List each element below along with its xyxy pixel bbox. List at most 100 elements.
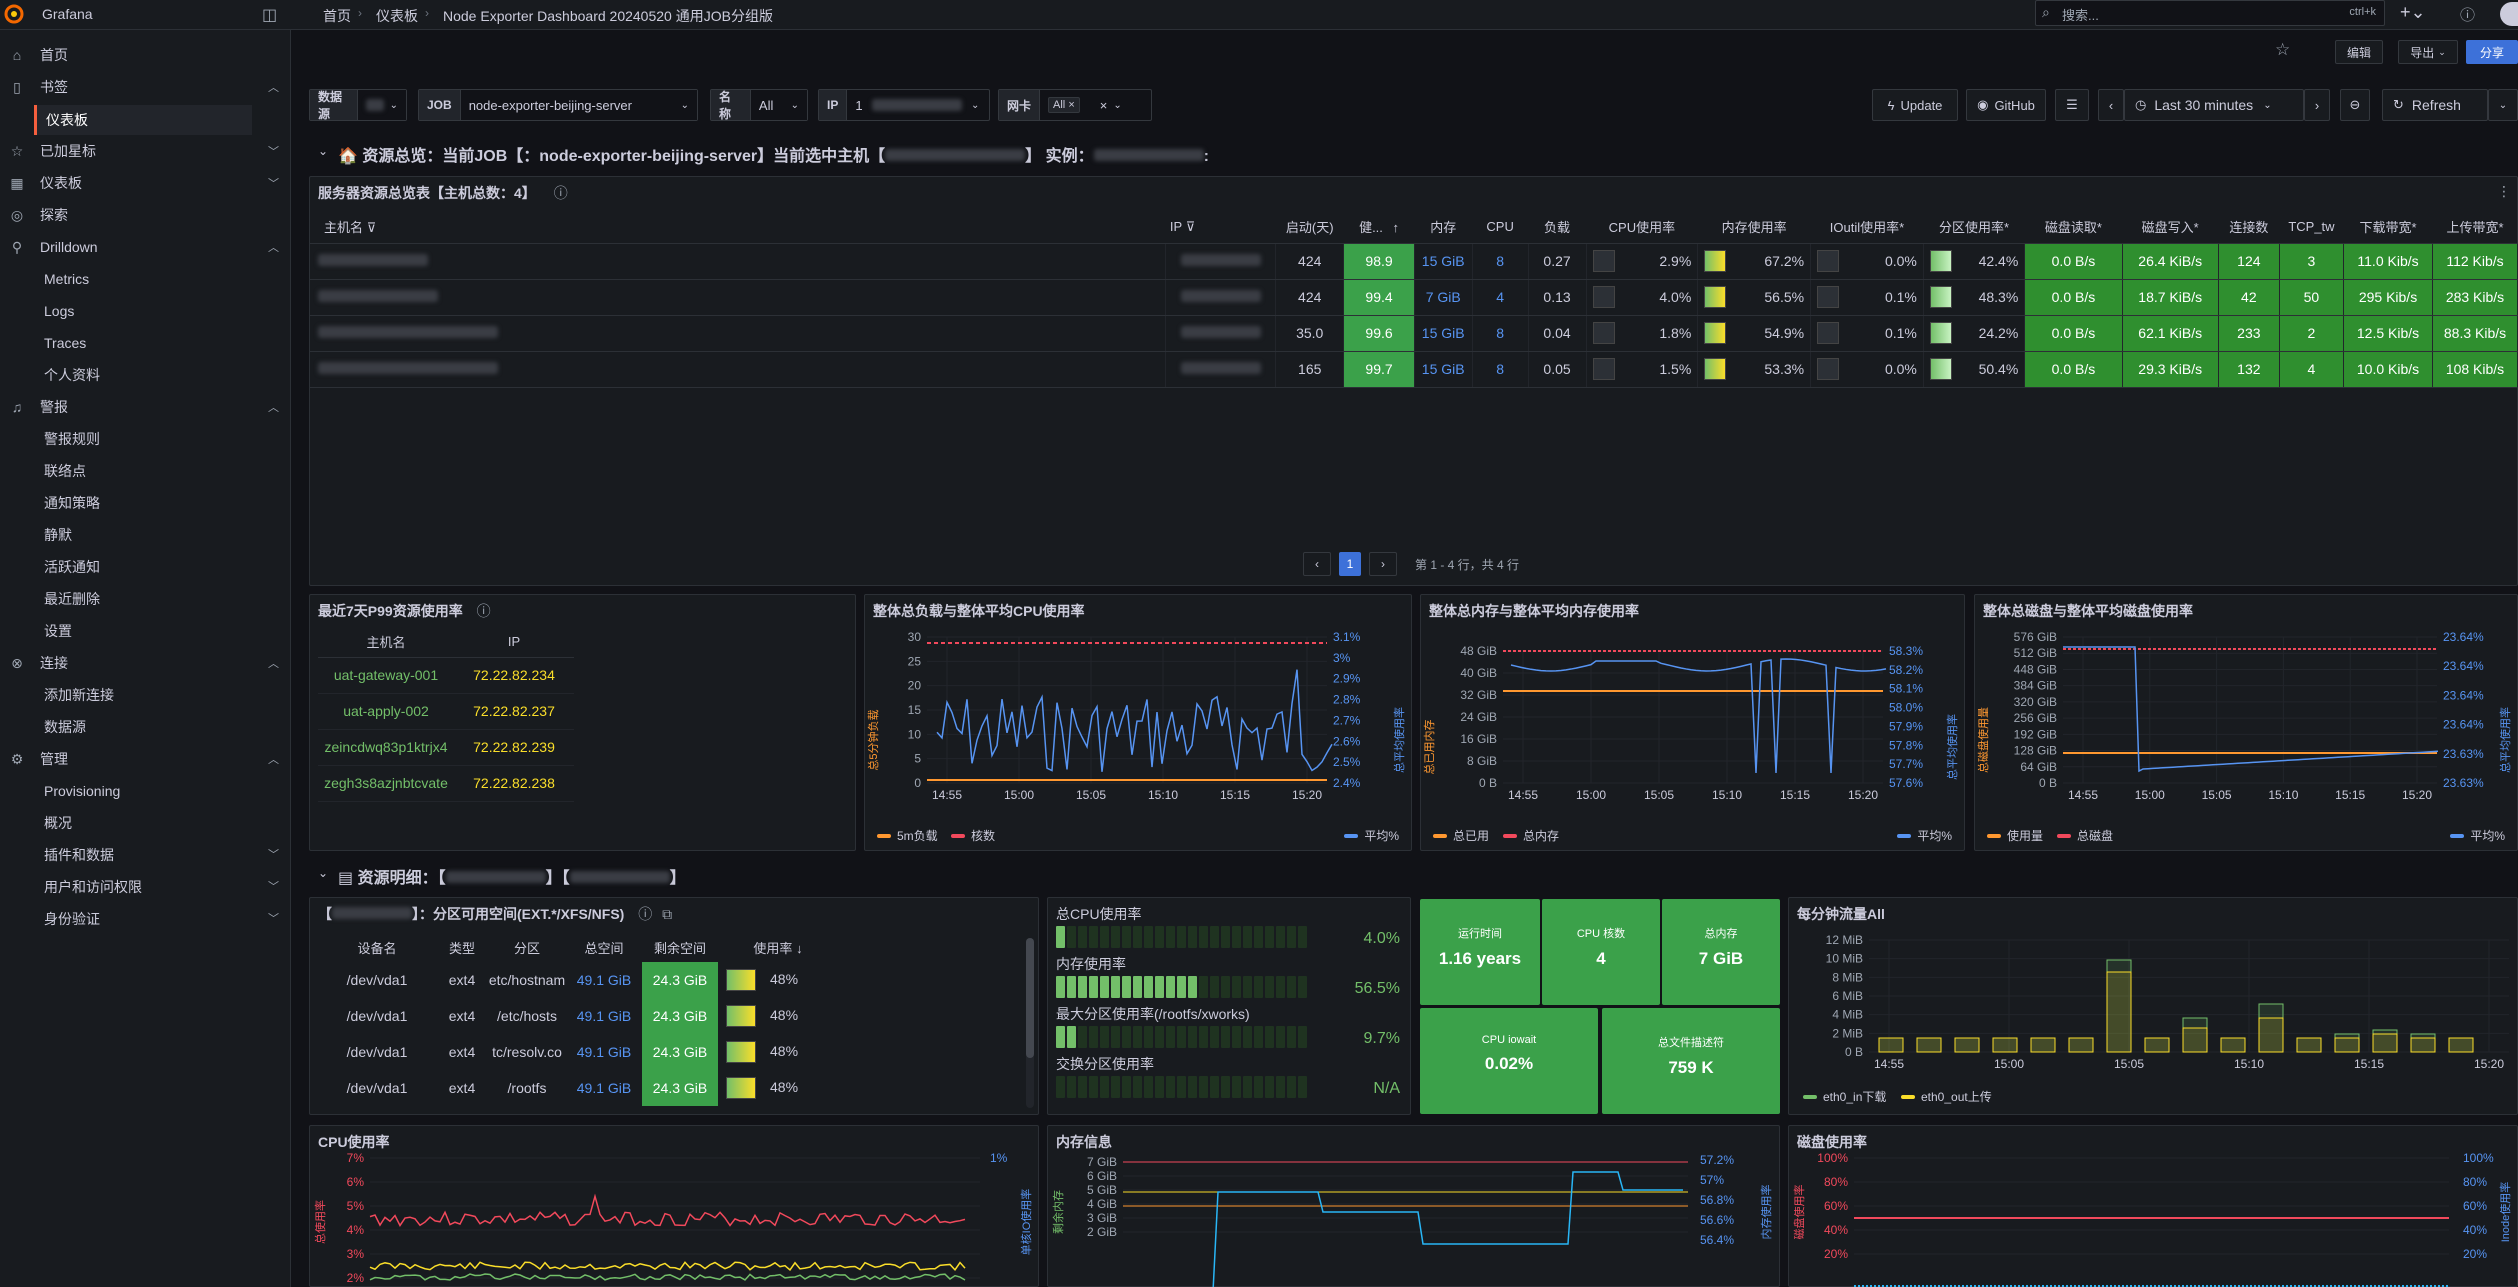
grafana-logo-icon[interactable]	[4, 3, 24, 25]
chevron-down-icon[interactable]: ﹀	[268, 146, 279, 158]
table-row[interactable]: /dev/vda1 ext4 tc/resolv.co 49.1 GiB 24.3 Gi…	[318, 1034, 838, 1070]
chevron-down-icon[interactable]: ⌄	[680, 99, 689, 111]
search-input[interactable]: ⌕ 搜索... ctrl+k	[2035, 0, 2385, 26]
page-1-button[interactable]: 1	[1339, 552, 1361, 576]
filter-icon[interactable]: ⊽	[1185, 218, 1196, 234]
legend-item[interactable]: 使用量	[1987, 827, 2043, 844]
table-row[interactable]: 424 99.4 7 GiB 4 0.13 4.0% 56.5% 0.1% 48.3% 0.0 B…	[310, 279, 2518, 316]
stat-tile[interactable]: 总内存 7 GiB	[1662, 899, 1780, 1005]
col-ip[interactable]: IP ⊽	[1165, 211, 1276, 244]
col-host[interactable]: 主机名	[366, 635, 406, 651]
col-uptime[interactable]: 启动(天)	[1275, 211, 1344, 244]
col-mount[interactable]: 分区	[513, 940, 540, 956]
nic-variable[interactable]: 网卡 All × × ⌄	[998, 89, 1152, 121]
job-variable[interactable]: JOB node-exporter-beijing-server ⌄	[418, 89, 698, 121]
col-mem-pct[interactable]: 内存使用率	[1697, 211, 1811, 244]
legend-item[interactable]: 总已用	[1433, 827, 1489, 844]
legend-item[interactable]: 平均%	[1897, 827, 1952, 844]
table-row[interactable]: /dev/vda1 ext4 etc/hostnam 49.1 GiB 24.3 GiB…	[318, 962, 838, 998]
info-icon[interactable]: ⓘ	[553, 185, 568, 201]
sidebar-item-datasources[interactable]: 数据源	[44, 719, 86, 735]
col-cpu[interactable]: CPU	[1472, 211, 1529, 244]
zoom-out-button[interactable]: ⊖	[2340, 89, 2370, 121]
table-row[interactable]: zegh3s8azjnbtcvate 72.22.82.238	[318, 765, 574, 802]
sidebar-item-add-connection[interactable]: 添加新连接	[44, 687, 114, 703]
disk-usage-chart[interactable]: 100% 80% 60% 40% 20% 100% 80% 60% 40% 20% 磁盘使用率 Ino…	[1789, 1152, 2517, 1287]
legend-item[interactable]: 总磁盘	[2057, 827, 2113, 844]
scrollbar[interactable]	[1026, 938, 1034, 1108]
update-button[interactable]: ϟ Update	[1872, 89, 1958, 121]
github-button[interactable]: ◉ GitHub	[1966, 89, 2046, 121]
time-picker[interactable]: ◷ Last 30 minutes ⌄	[2124, 89, 2304, 121]
sidebar-item-notification-policies[interactable]: 通知策略	[44, 495, 100, 511]
stat-tile[interactable]: 总文件描述符 759 K	[1602, 1008, 1780, 1114]
sidebar-item-provisioning[interactable]: Provisioning	[44, 783, 121, 799]
sidebar-item-plugins[interactable]: 插件和数据	[44, 847, 114, 863]
col-ip[interactable]: IP	[507, 634, 521, 650]
filter-icon[interactable]: ⊽	[366, 220, 377, 236]
sidebar-item-dashboards[interactable]: ▦ 仪表板 ﹀	[0, 168, 291, 198]
ip-variable[interactable]: IP 1 ⌄	[818, 89, 990, 121]
chevron-up-icon[interactable]: ︿	[268, 82, 279, 94]
row-overview-title[interactable]: 🏠 资源总览：当前JOB【：node-exporter-beijing-serv…	[338, 148, 1209, 165]
sidebar-item-bookmarks[interactable]: ▯ 书签 ︿	[0, 72, 291, 102]
memory-chart[interactable]: 48 GiB 40 GiB 32 GiB 24 GiB 16 GiB 8 GiB 0 B 58…	[1421, 623, 1964, 823]
nic-tag[interactable]: All ×	[1048, 97, 1080, 113]
panel-menu-icon[interactable]: ⋮	[2497, 183, 2511, 199]
sidebar-item-settings[interactable]: 设置	[44, 623, 72, 639]
sidebar-item-starred[interactable]: ☆ 已加星标 ﹀	[0, 136, 291, 166]
sidebar-item-drilldown[interactable]: ⚲ Drilldown ︿	[0, 232, 291, 262]
legend-item[interactable]: 平均%	[1344, 827, 1399, 844]
traffic-chart[interactable]: 12 MiB 10 MiB 8 MiB 6 MiB 4 MiB 2 MiB 0 B 14:55…	[1789, 926, 2517, 1086]
breadcrumb-home[interactable]: 首页	[323, 8, 351, 24]
chevron-down-icon[interactable]: ⌄	[970, 99, 980, 111]
chevron-down-icon[interactable]: ⌄	[389, 99, 398, 111]
sidebar-item-admin[interactable]: ⚙ 管理 ︿	[0, 744, 291, 774]
cpu-usage-chart[interactable]: 7% 6% 5% 4% 3% 2% 1% 总使用率 单核IO使用率	[310, 1152, 1038, 1287]
chevron-up-icon[interactable]: ︿	[268, 658, 279, 670]
sidebar-item-traces[interactable]: Traces	[44, 335, 87, 351]
col-upload[interactable]: 上传带宽*	[2432, 211, 2518, 244]
col-cpu-pct[interactable]: CPU使用率	[1586, 211, 1698, 244]
chevron-up-icon[interactable]: ︿	[268, 242, 279, 254]
external-link-icon[interactable]: ⧉	[662, 906, 673, 922]
name-variable[interactable]: 名称 All ⌄	[710, 89, 808, 121]
chevron-down-icon[interactable]: ﹀	[268, 178, 279, 190]
sort-down-icon[interactable]: ↓	[796, 940, 803, 956]
refresh-button[interactable]: ↻ Refresh	[2382, 89, 2488, 121]
table-row[interactable]: /dev/vda1 ext4/etc/hosts 49.1 GiB 24.3 GiB 4…	[318, 998, 838, 1034]
chevron-down-icon[interactable]: ﹀	[268, 881, 279, 893]
row-collapse-icon[interactable]: ⌄	[318, 866, 329, 880]
star-icon[interactable]: ☆	[2275, 40, 2291, 59]
sidebar-item-general[interactable]: 概况	[44, 815, 72, 831]
sidebar-item-recently-deleted[interactable]: 最近删除	[44, 591, 100, 607]
close-icon[interactable]: ×	[1068, 99, 1075, 111]
col-connections[interactable]: 连接数	[2218, 211, 2280, 244]
info-icon[interactable]: ⓘ	[638, 906, 653, 922]
next-page-button[interactable]: ›	[1369, 552, 1397, 576]
prev-page-button[interactable]: ‹	[1303, 552, 1331, 576]
col-disk-write[interactable]: 磁盘写入*	[2122, 211, 2219, 244]
sidebar-item-active-notifications[interactable]: 活跃通知	[44, 559, 100, 575]
stat-tile[interactable]: CPU 核数 4	[1542, 899, 1660, 1005]
dock-menu-icon[interactable]: ◫	[262, 7, 278, 24]
refresh-interval-dropdown[interactable]: ⌄	[2488, 89, 2518, 121]
sidebar-item-contact-points[interactable]: 联络点	[44, 463, 86, 479]
sidebar-item-profiles[interactable]: 个人资料	[44, 367, 100, 383]
info-icon[interactable]: ⓘ	[476, 603, 491, 619]
legend-item[interactable]: eth0_out上传	[1901, 1088, 1992, 1105]
stat-tile[interactable]: CPU iowait 0.02%	[1420, 1008, 1598, 1114]
row-collapse-icon[interactable]: ⌄	[318, 144, 329, 158]
table-row[interactable]: uat-apply-002 72.22.82.237	[318, 693, 574, 730]
avatar[interactable]	[2500, 2, 2518, 26]
sort-up-icon[interactable]: ↑	[1392, 220, 1400, 236]
row-detail-title[interactable]: ▤ 资源明细：【 】【】	[338, 870, 686, 887]
table-row[interactable]: /dev/vda1 ext4/rootfs 49.1 GiB 24.3 GiB 48%	[318, 1070, 838, 1106]
col-memory[interactable]: 内存	[1414, 211, 1473, 244]
col-health[interactable]: 健... ↑	[1343, 211, 1415, 244]
legend-item[interactable]: 核数	[951, 827, 995, 844]
col-device[interactable]: 设备名	[357, 940, 397, 956]
sidebar-item-metrics[interactable]: Metrics	[44, 271, 90, 287]
table-row[interactable]: uat-gateway-001 72.22.82.234	[318, 657, 574, 694]
menu-button[interactable]: ☰	[2055, 89, 2089, 121]
